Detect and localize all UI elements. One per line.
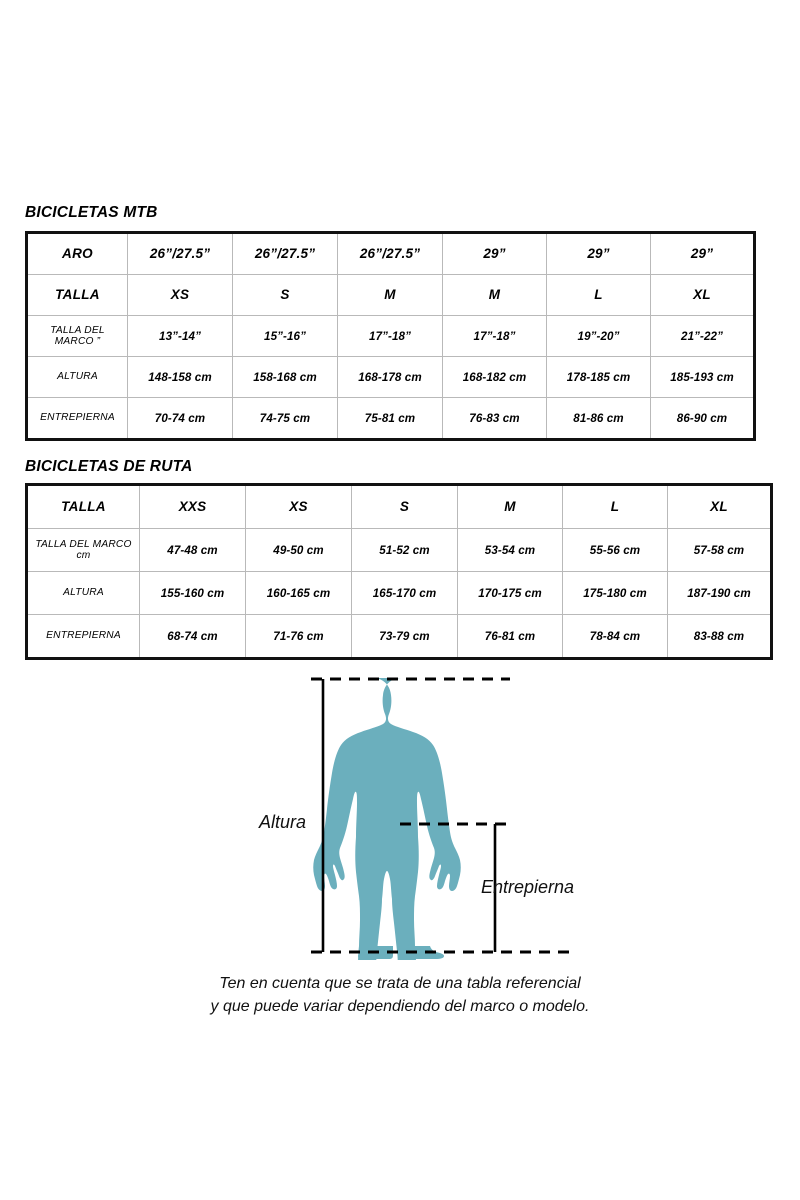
table-cell: 17”-18”: [337, 315, 443, 357]
table-cell: 185-193 cm: [650, 356, 755, 398]
table-cell: S: [232, 274, 338, 316]
table-cell: 70-74 cm: [127, 397, 233, 440]
row-label: ALTURA: [26, 356, 128, 398]
row-label: TALLA DEL MARCO cm: [26, 528, 140, 572]
table-cell: 86-90 cm: [650, 397, 755, 440]
table-cell: M: [337, 274, 443, 316]
table-cell: 57-58 cm: [667, 528, 772, 572]
table-cell: 74-75 cm: [232, 397, 338, 440]
row-label: ARO: [26, 232, 128, 275]
measurement-figure: [311, 677, 570, 960]
altura-label: Altura: [259, 812, 307, 832]
table-cell: 175-180 cm: [562, 571, 668, 615]
ruta-section-title: BICICLETAS DE RUTA: [25, 458, 193, 475]
table-cell: 76-81 cm: [457, 614, 563, 659]
table-row: TALLA DEL MARCO cm 47-48 cm 49-50 cm 51-…: [26, 528, 772, 572]
row-label: TALLA DEL MARCO ”: [26, 315, 128, 357]
table-cell: 29”: [650, 232, 755, 275]
footer-note-line-1: Ten en cuenta que se trata de una tabla …: [219, 975, 581, 992]
table-cell: 21”-22”: [650, 315, 755, 357]
table-cell: 155-160 cm: [139, 571, 246, 615]
row-label: TALLA: [26, 274, 128, 316]
mtb-section-title: BICICLETAS MTB: [25, 204, 158, 221]
table-cell: XS: [127, 274, 233, 316]
table-cell: 158-168 cm: [232, 356, 338, 398]
table-cell: XL: [650, 274, 755, 316]
table-cell: 76-83 cm: [442, 397, 547, 440]
table-cell: 168-182 cm: [442, 356, 547, 398]
row-label: ENTREPIERNA: [26, 614, 140, 659]
table-cell: 53-54 cm: [457, 528, 563, 572]
table-row: ALTURA 155-160 cm 160-165 cm 165-170 cm …: [26, 571, 772, 615]
table-cell: 78-84 cm: [562, 614, 668, 659]
table-cell: 81-86 cm: [546, 397, 651, 440]
table-cell: 73-79 cm: [351, 614, 458, 659]
table-cell: 170-175 cm: [457, 571, 563, 615]
table-cell: 26”/27.5”: [232, 232, 338, 275]
table-cell: L: [546, 274, 651, 316]
table-cell: XS: [245, 484, 352, 529]
table-row: ARO 26”/27.5” 26”/27.5” 26”/27.5” 29” 29…: [26, 232, 755, 275]
table-cell: 13”-14”: [127, 315, 233, 357]
table-cell: 19”-20”: [546, 315, 651, 357]
table-cell: 187-190 cm: [667, 571, 772, 615]
table-cell: 68-74 cm: [139, 614, 246, 659]
table-cell: 15”-16”: [232, 315, 338, 357]
footer-note-line-2: y que puede variar dependiendo del marco…: [210, 998, 590, 1016]
table-row: ALTURA 148-158 cm 158-168 cm 168-178 cm …: [26, 356, 755, 398]
table-cell: XXS: [139, 484, 246, 529]
table-row: ENTREPIERNA 68-74 cm 71-76 cm 73-79 cm 7…: [26, 614, 772, 659]
table-cell: 178-185 cm: [546, 356, 651, 398]
table-cell: 47-48 cm: [139, 528, 246, 572]
table-cell: 148-158 cm: [127, 356, 233, 398]
mtb-size-table: ARO 26”/27.5” 26”/27.5” 26”/27.5” 29” 29…: [25, 231, 756, 441]
human-silhouette-icon: [313, 678, 461, 960]
table-cell: XL: [667, 484, 772, 529]
table-cell: 83-88 cm: [667, 614, 772, 659]
table-cell: 26”/27.5”: [127, 232, 233, 275]
table-cell: M: [457, 484, 563, 529]
table-row: TALLA XS S M M L XL: [26, 274, 755, 316]
row-label: TALLA: [26, 484, 140, 529]
table-cell: 55-56 cm: [562, 528, 668, 572]
table-cell: 17”-18”: [442, 315, 547, 357]
table-row: ENTREPIERNA 70-74 cm 74-75 cm 75-81 cm 7…: [26, 397, 755, 440]
table-cell: M: [442, 274, 547, 316]
table-cell: 160-165 cm: [245, 571, 352, 615]
table-row: TALLA DEL MARCO ” 13”-14” 15”-16” 17”-18…: [26, 315, 755, 357]
entrepierna-label: Entrepierna: [481, 877, 575, 897]
table-row: TALLA XXS XS S M L XL: [26, 484, 772, 529]
table-cell: 51-52 cm: [351, 528, 458, 572]
table-cell: S: [351, 484, 458, 529]
footer-note: Ten en cuenta que se trata de una tabla …: [0, 972, 800, 1018]
row-label: ALTURA: [26, 571, 140, 615]
table-cell: L: [562, 484, 668, 529]
table-cell: 71-76 cm: [245, 614, 352, 659]
table-cell: 26”/27.5”: [337, 232, 443, 275]
table-cell: 75-81 cm: [337, 397, 443, 440]
table-cell: 49-50 cm: [245, 528, 352, 572]
ruta-size-table: TALLA XXS XS S M L XL TALLA DEL MARCO cm…: [25, 483, 773, 660]
table-cell: 165-170 cm: [351, 571, 458, 615]
table-cell: 29”: [546, 232, 651, 275]
row-label: ENTREPIERNA: [26, 397, 128, 440]
table-cell: 29”: [442, 232, 547, 275]
table-cell: 168-178 cm: [337, 356, 443, 398]
